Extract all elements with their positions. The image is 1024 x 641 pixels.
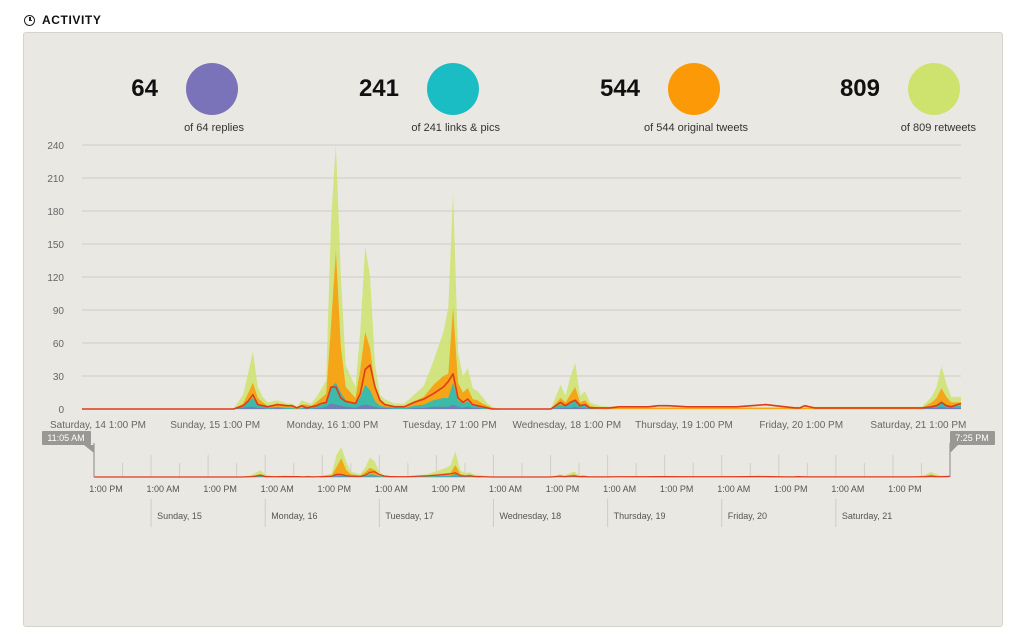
y-tick-label: 150 — [47, 240, 64, 251]
navigator-time-label: 1:00 AM — [717, 484, 750, 494]
stat-label: of 809 retweets — [900, 122, 976, 134]
stat-label: of 64 replies — [184, 122, 244, 134]
total-line — [82, 364, 962, 410]
navigator-time-label: 1:00 PM — [203, 484, 237, 494]
stat-original: 544 of 544 original tweets — [564, 63, 784, 153]
x-tick-label: Saturday, 14 1:00 PM — [50, 420, 146, 431]
section-title: ACTIVITY — [42, 13, 102, 27]
section-header: ACTIVITY — [24, 11, 101, 29]
navigator-day-label: Wednesday, 18 — [499, 511, 561, 521]
x-tick-label: Thursday, 19 1:00 PM — [635, 420, 733, 431]
links-circle — [427, 63, 479, 115]
right-handle — [950, 431, 995, 445]
replies-circle — [186, 63, 238, 115]
y-tick-label: 60 — [53, 339, 65, 350]
y-tick-label: 180 — [47, 207, 64, 218]
left-handle-label: 11:05 AM — [47, 433, 84, 443]
navigator-day-label: Monday, 16 — [271, 511, 317, 521]
navigator-time-label: 1:00 PM — [318, 484, 352, 494]
original-circle — [668, 63, 720, 115]
right-handle-pointer — [950, 445, 958, 453]
y-tick-label: 120 — [47, 273, 64, 284]
navigator-time-label: 1:00 AM — [261, 484, 294, 494]
left-handle — [42, 431, 91, 445]
stat-value: 544 — [599, 75, 640, 102]
x-tick-label: Sunday, 15 1:00 PM — [170, 420, 260, 431]
stat-retweets: 809 of 809 retweets — [804, 63, 976, 153]
navigator-day-label: Saturday, 21 — [842, 511, 892, 521]
x-tick-label: Wednesday, 18 1:00 PM — [513, 420, 622, 431]
stat-label: of 241 links & pics — [411, 122, 500, 134]
navigator-day-label: Tuesday, 17 — [385, 511, 434, 521]
navigator-time-label: 1:00 AM — [603, 484, 636, 494]
x-tick-label: Saturday, 21 1:00 PM — [870, 420, 966, 431]
y-tick-label: 210 — [47, 174, 64, 185]
retweets-circle — [908, 63, 960, 115]
right-handle-label: 7:25 PM — [955, 433, 989, 443]
navigator-time-label: 1:00 AM — [147, 484, 180, 494]
stat-links: 241 of 241 links & pics — [324, 63, 544, 153]
navigator-time-label: 1:00 PM — [888, 484, 922, 494]
stat-value: 809 — [839, 75, 880, 102]
navigator-time-label: 1:00 PM — [432, 484, 466, 494]
series-area-original-tweets — [82, 250, 961, 409]
stat-value: 64 — [131, 75, 158, 102]
stat-value: 241 — [358, 75, 399, 102]
navigator-time-label: 1:00 PM — [660, 484, 694, 494]
y-tick-label: 90 — [53, 306, 65, 317]
navigator-time-label: 1:00 PM — [774, 484, 808, 494]
navigator-time-label: 1:00 AM — [831, 484, 864, 494]
activity-panel: 64 of 64 replies 241 of 241 links & pics… — [23, 32, 1003, 627]
clock-icon — [24, 14, 35, 26]
stat-replies: 64 of 64 replies — [94, 63, 294, 153]
navigator-day-label: Sunday, 15 — [157, 511, 202, 521]
navigator-time-label: 1:00 AM — [375, 484, 408, 494]
navigator-time-label: 1:00 PM — [546, 484, 580, 494]
y-tick-label: 0 — [58, 405, 64, 416]
navigator-time-label: 1:00 AM — [489, 484, 522, 494]
y-tick-label: 240 — [47, 141, 64, 152]
y-tick-label: 30 — [53, 372, 65, 383]
x-tick-label: Tuesday, 17 1:00 PM — [403, 420, 497, 431]
navigator-day-label: Thursday, 19 — [614, 511, 666, 521]
x-tick-label: Monday, 16 1:00 PM — [287, 420, 379, 431]
x-tick-label: Friday, 20 1:00 PM — [759, 420, 843, 431]
navigator-day-label: Friday, 20 — [728, 511, 767, 521]
navigator-line — [94, 471, 951, 478]
stat-label: of 544 original tweets — [644, 122, 748, 134]
series-area-links-pics — [82, 382, 961, 409]
navigator-time-label: 1:00 PM — [89, 484, 123, 494]
activity-chart: 0 30 60 90 120 150 180 210 240 Saturday, 14 1:00 … — [42, 141, 995, 527]
left-handle-pointer — [84, 445, 94, 453]
